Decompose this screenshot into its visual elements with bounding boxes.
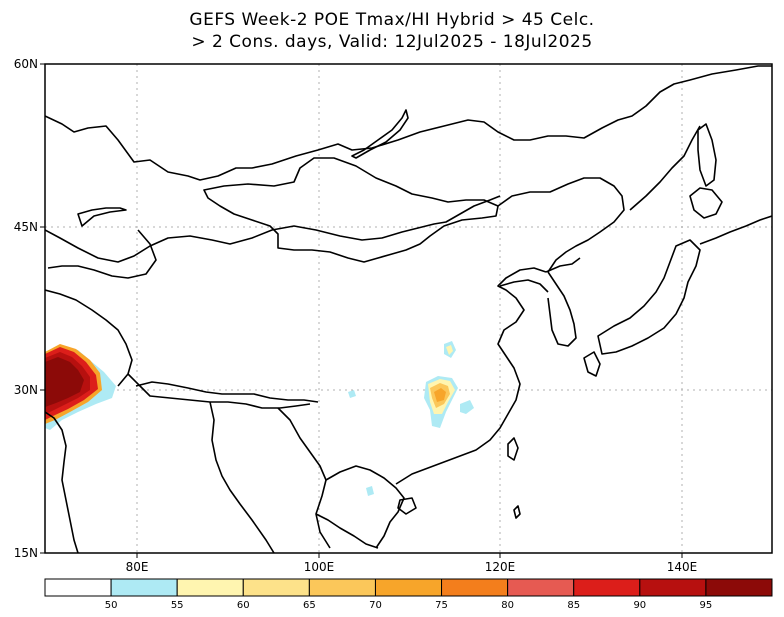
colorbar-label: 50 (105, 600, 118, 611)
colorbar-label: 80 (501, 600, 514, 611)
island-sakhalin (697, 123, 717, 187)
island-hokkaido (689, 187, 723, 219)
lon-label-80e: 80E (126, 560, 149, 574)
colorbar-label: 55 (171, 600, 184, 611)
lat-label-60n: 60N (14, 57, 38, 71)
poe-contour-55-d (460, 400, 474, 414)
colorbar-swatch (441, 578, 509, 597)
colorbar-label: 65 (303, 600, 316, 611)
poe-shading-northwest-india (45, 344, 116, 430)
colorbar-swatch (176, 578, 244, 597)
colorbar-swatch (639, 578, 707, 597)
coastline-arctic-north (45, 65, 772, 181)
lon-label-140e: 140E (667, 560, 698, 574)
tick-marks (40, 63, 683, 558)
colorbar-swatch (242, 578, 310, 597)
border-tibet-south (135, 381, 319, 403)
poe-contour-95 (45, 357, 84, 407)
lon-label-120e: 120E (485, 560, 516, 574)
colorbar: 50 55 60 65 70 75 80 85 90 95 (44, 578, 773, 611)
lat-label-45n: 45N (14, 220, 38, 234)
poe-contour-75-b (434, 388, 446, 402)
lake-baikal (351, 109, 409, 159)
colorbar-label: 70 (369, 600, 382, 611)
boundaries (45, 65, 772, 553)
poe-shading-central-china (348, 341, 474, 496)
colorbar-swatch (374, 578, 443, 597)
border-mongolia (203, 157, 499, 263)
colorbar-swatch (705, 578, 773, 597)
island-kyushu (583, 351, 601, 377)
island-honshu (597, 239, 701, 355)
coastline-korea (547, 271, 577, 347)
map-title-line2: > 2 Cons. days, Valid: 12Jul2025 - 18Jul… (191, 32, 593, 52)
colorbar-label: 60 (237, 600, 250, 611)
gridlines (45, 64, 772, 553)
colorbar-label: 95 (700, 600, 713, 611)
colorbar-label: 75 (435, 600, 448, 611)
island-taiwan (507, 437, 519, 461)
colorbar-swatch (573, 578, 641, 597)
border-central-asia (45, 289, 133, 387)
border-north-korea (545, 257, 581, 273)
map-title-line1: GEFS Week-2 POE Tmax/HI Hybrid > 45 Celc… (189, 10, 595, 30)
lake-balkhash (77, 207, 127, 227)
colorbar-swatch (110, 578, 178, 597)
colorbar-swatch (507, 578, 575, 597)
colorbar-swatch (44, 578, 112, 597)
poe-contour-60-c (446, 345, 453, 355)
coastline-indochina (315, 513, 379, 549)
border-china-north (497, 177, 625, 273)
border-myanmar-east (277, 407, 331, 549)
poe-contour-55-e (348, 390, 356, 398)
border-pakistan-india (45, 411, 79, 553)
lat-label-15n: 15N (14, 546, 38, 560)
map-frame (44, 63, 773, 554)
colorbar-label: 85 (567, 600, 580, 611)
coastline-south-china (395, 267, 547, 485)
border-russia-south (45, 195, 501, 263)
island-hainan (397, 497, 417, 515)
lat-label-30n: 30N (14, 383, 38, 397)
border-laos-vietnam (325, 465, 405, 549)
lon-label-100e: 100E (304, 560, 335, 574)
coastline-bay-of-bengal (127, 373, 311, 409)
border-kazakhstan-china (47, 229, 157, 279)
coastline-russia-far-east (629, 125, 701, 211)
colorbar-label: 90 (633, 600, 646, 611)
border-myanmar (209, 401, 275, 553)
colorbar-swatch (308, 578, 376, 597)
island-philippines-north (513, 505, 521, 519)
coastline-bohai (499, 279, 549, 293)
coastline-kamchatka-side (699, 215, 772, 245)
poe-contour-55-f (366, 486, 374, 496)
